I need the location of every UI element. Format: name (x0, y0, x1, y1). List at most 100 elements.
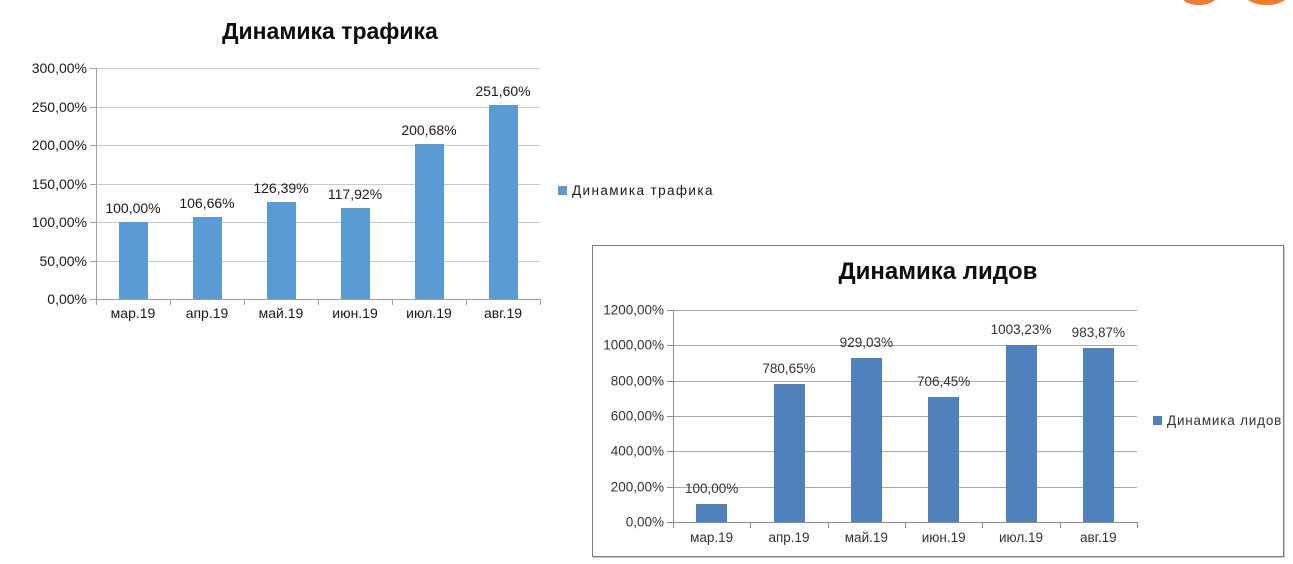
x-axis-tick (244, 299, 245, 305)
gridline (96, 68, 540, 69)
category-label: авг.19 (1079, 530, 1117, 545)
y-axis-label: 100,00% (31, 214, 87, 230)
y-axis-tick (90, 145, 96, 146)
value-label: 780,65% (762, 361, 816, 376)
y-axis-tick (667, 345, 673, 346)
bar-май.19 (851, 358, 882, 522)
orange-circle-decoration-2 (1246, 0, 1287, 5)
x-axis-tick (96, 299, 97, 305)
gridline (96, 145, 540, 146)
value-label: 1003,23% (990, 322, 1052, 337)
category-label: мар.19 (110, 305, 156, 321)
bar-июн.19 (341, 208, 370, 299)
category-label: апр.19 (185, 305, 229, 321)
x-axis-tick (392, 299, 393, 305)
y-axis-tick (90, 184, 96, 185)
category-label: июл.19 (406, 305, 452, 321)
x-axis-tick (318, 299, 319, 305)
x-axis-tick (828, 522, 829, 528)
bar-июн.19 (928, 397, 959, 522)
bar-июл.19 (1006, 345, 1037, 522)
value-label: 251,60% (475, 83, 531, 99)
y-axis-label: 600,00% (610, 408, 664, 424)
y-axis-label: 150,00% (31, 176, 87, 192)
y-axis-label: 300,00% (31, 60, 87, 76)
y-axis-label: 250,00% (31, 99, 87, 115)
legend-swatch-icon (1153, 416, 1162, 425)
bar-мар.19 (119, 222, 148, 299)
value-label: 200,68% (401, 122, 457, 138)
y-axis-tick (90, 299, 96, 300)
category-label: апр.19 (768, 530, 810, 545)
plot-area: 1200,00% 1000,00% 800,00% 600,00% 400,00% 200… (603, 303, 1138, 545)
gridline (96, 184, 540, 185)
legend: Динамика лидов (1153, 413, 1282, 428)
y-axis-label: 0,00% (47, 291, 87, 307)
chart-title: Динамика трафика (222, 18, 438, 44)
y-axis-tick (90, 261, 96, 262)
gridline (96, 107, 540, 108)
y-axis-tick (667, 487, 673, 488)
category-label: июн.19 (921, 530, 966, 545)
y-axis-tick (667, 522, 673, 523)
x-axis-tick (750, 522, 751, 528)
chart-title: Динамика лидов (838, 258, 1038, 285)
y-axis-line (96, 68, 97, 305)
category-label: май.19 (258, 305, 304, 321)
gridline (673, 416, 1137, 417)
bar-авг.19 (489, 105, 518, 299)
x-axis-tick (905, 522, 906, 528)
y-axis-tick (90, 107, 96, 108)
y-axis-tick (667, 310, 673, 311)
value-label: 100,00% (685, 481, 739, 496)
x-axis-tick (673, 522, 674, 528)
y-axis-label: 400,00% (610, 443, 664, 459)
bar-июл.19 (415, 144, 444, 299)
leads-dynamics-chart: Динамика лидов 1200,00% 1000,00% 800,00% 60… (592, 245, 1284, 557)
gridline (96, 222, 540, 223)
y-axis-label: 800,00% (610, 373, 664, 389)
y-axis-tick (667, 381, 673, 382)
x-axis-tick (1060, 522, 1061, 528)
plot-area: 300,00% 250,00% 200,00% 150,00% 100,00% 50,00… (32, 60, 541, 321)
value-label: 983,87% (1071, 325, 1125, 340)
legend-label: Динамика трафика (572, 183, 714, 198)
x-axis-tick (540, 299, 541, 305)
x-axis-tick (1137, 522, 1138, 528)
y-axis-line (673, 310, 674, 528)
y-axis-tick (667, 451, 673, 452)
x-axis-tick (170, 299, 171, 305)
gridline (673, 381, 1137, 382)
y-axis-tick (90, 222, 96, 223)
category-label: мар.19 (690, 530, 734, 545)
bar-авг.19 (1083, 348, 1114, 522)
gridline (673, 487, 1137, 488)
value-label: 100,00% (105, 200, 161, 216)
y-axis-label: 1000,00% (603, 337, 664, 353)
bar-май.19 (267, 202, 296, 299)
value-label: 117,92% (327, 186, 383, 202)
traffic-dynamics-chart: Динамика трафика 300,00% 250,00% 200,00% 15… (0, 0, 712, 340)
gridline (673, 345, 1137, 346)
legend-label: Динамика лидов (1167, 413, 1283, 428)
y-axis-label: 200,00% (610, 479, 664, 495)
y-axis-label: 1200,00% (603, 302, 664, 318)
value-label: 706,45% (917, 374, 971, 389)
y-axis-label: 0,00% (625, 514, 664, 530)
legend: Динамика трафика (558, 183, 714, 198)
orange-circle-decoration-1 (1182, 0, 1216, 5)
value-label: 929,03% (839, 335, 893, 350)
category-label: авг.19 (483, 305, 523, 321)
y-axis-label: 50,00% (39, 253, 87, 269)
x-axis-tick (466, 299, 467, 305)
x-axis-tick (982, 522, 983, 528)
value-label: 106,66% (179, 195, 235, 211)
gridline (96, 261, 540, 262)
bar-мар.19 (696, 504, 727, 522)
category-label: июл.19 (998, 530, 1044, 545)
bar-апр.19 (774, 384, 805, 522)
y-axis-tick (667, 416, 673, 417)
bar-апр.19 (193, 217, 222, 299)
category-label: июн.19 (332, 305, 378, 321)
